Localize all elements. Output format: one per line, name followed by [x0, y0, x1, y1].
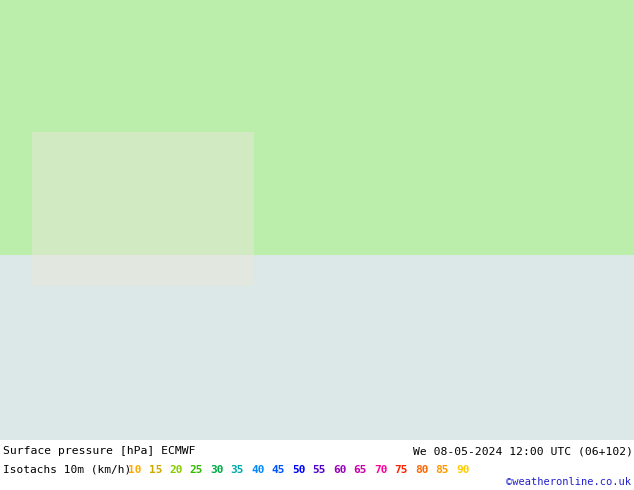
Text: We 08-05-2024 12:00 UTC (06+102): We 08-05-2024 12:00 UTC (06+102) — [413, 446, 633, 456]
Text: 70: 70 — [374, 465, 387, 475]
Text: 10: 10 — [128, 465, 141, 475]
Text: Surface pressure [hPa] ECMWF: Surface pressure [hPa] ECMWF — [3, 446, 196, 456]
Text: 80: 80 — [415, 465, 429, 475]
Text: 15: 15 — [148, 465, 162, 475]
Text: 65: 65 — [354, 465, 367, 475]
Text: 55: 55 — [313, 465, 326, 475]
Bar — [32, 132, 254, 286]
Text: 85: 85 — [436, 465, 449, 475]
Text: 30: 30 — [210, 465, 224, 475]
Text: 50: 50 — [292, 465, 306, 475]
Text: 75: 75 — [394, 465, 408, 475]
Text: 25: 25 — [190, 465, 203, 475]
Text: 45: 45 — [271, 465, 285, 475]
Text: 60: 60 — [333, 465, 347, 475]
Text: Isotachs 10m (km/h): Isotachs 10m (km/h) — [3, 465, 131, 475]
Text: 40: 40 — [251, 465, 264, 475]
Text: 35: 35 — [231, 465, 244, 475]
Text: 20: 20 — [169, 465, 183, 475]
Bar — [0, 255, 634, 440]
Text: ©weatheronline.co.uk: ©weatheronline.co.uk — [506, 477, 631, 487]
Text: 90: 90 — [456, 465, 470, 475]
